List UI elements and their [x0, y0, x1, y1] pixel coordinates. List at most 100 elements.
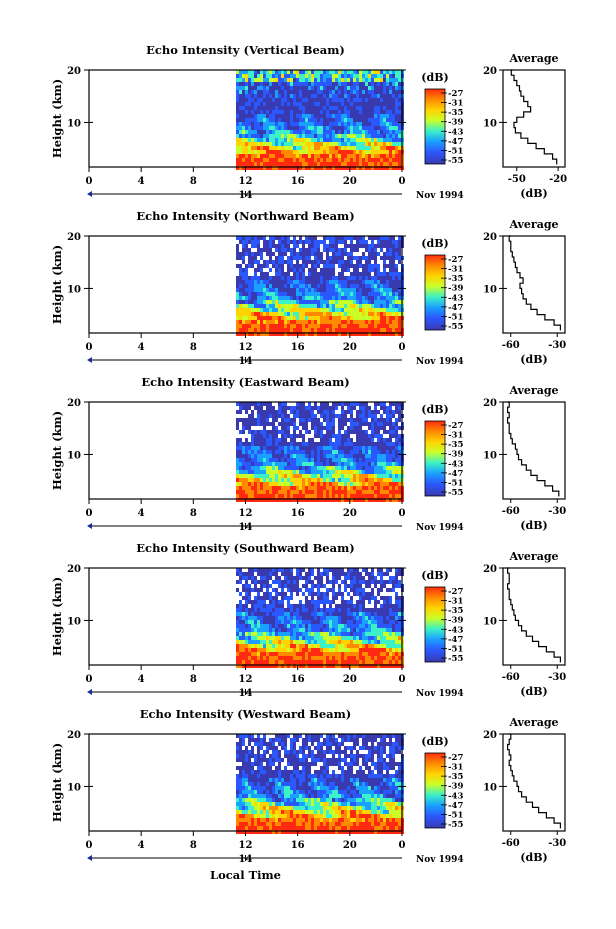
heatmap-cell [275, 332, 278, 336]
heatmap-cell [344, 572, 347, 576]
heatmap-cell [338, 426, 341, 430]
heatmap-cell [329, 632, 332, 636]
heatmap-cell [332, 664, 335, 668]
heatmap-cell [293, 126, 296, 130]
heatmap-cell [386, 288, 389, 292]
heatmap-cell [260, 612, 263, 616]
heatmap-cell [308, 470, 311, 474]
heatmap-cell [236, 458, 239, 462]
heatmap-cell [296, 146, 299, 150]
y-tick-label: 20 [67, 66, 81, 77]
heatmap-cell [290, 98, 293, 102]
heatmap-cell [389, 450, 392, 454]
heatmap-cell [389, 312, 392, 316]
heatmap-cell [344, 288, 347, 292]
heatmap-cell [257, 410, 260, 414]
heatmap-cell [302, 592, 305, 596]
heatmap-cell [335, 102, 338, 106]
heatmap-cell [308, 576, 311, 580]
heatmap-cell [272, 474, 275, 478]
heatmap-cell [329, 122, 332, 126]
heatmap-cell [254, 142, 257, 146]
heatmap-cell [323, 652, 326, 656]
heatmap-cell [239, 458, 242, 462]
heatmap-cell [269, 316, 272, 320]
average-x-label: (dB) [520, 187, 547, 200]
heatmap-cell [347, 94, 350, 98]
heatmap-cell [311, 284, 314, 288]
heatmap-cell [281, 146, 284, 150]
heatmap-cell [251, 652, 254, 656]
heatmap-cell [305, 236, 308, 240]
heatmap-cell [299, 134, 302, 138]
heatmap-cell [347, 430, 350, 434]
heatmap-cell [320, 628, 323, 632]
heatmap-cell [317, 572, 320, 576]
heatmap-cell [353, 166, 356, 170]
heatmap-cell [320, 70, 323, 74]
date-label: Nov 1994 [416, 357, 464, 367]
heatmap-cell [260, 308, 263, 312]
heatmap-cell [242, 166, 245, 170]
heatmap-cell [251, 434, 254, 438]
heatmap-cell [344, 458, 347, 462]
heatmap-cell [260, 644, 263, 648]
heatmap-cell [377, 90, 380, 94]
heatmap-cell [275, 130, 278, 134]
heatmap-cell [236, 130, 239, 134]
heatmap-cell [305, 466, 308, 470]
heatmap-cell [326, 402, 329, 406]
heatmap-cell [389, 248, 392, 252]
heatmap-cell [335, 612, 338, 616]
heatmap-cell [347, 490, 350, 494]
heatmap-cell [326, 474, 329, 478]
heatmap-cell [329, 70, 332, 74]
heatmap-cell [326, 296, 329, 300]
heatmap-cell [326, 332, 329, 336]
heatmap-cell [323, 134, 326, 138]
heatmap-cell [260, 616, 263, 620]
heatmap-cell [398, 150, 401, 154]
heatmap-cell [242, 604, 245, 608]
heatmap-cell [380, 70, 383, 74]
heatmap-cell [338, 280, 341, 284]
heatmap-cell [344, 292, 347, 296]
heatmap-cell [284, 134, 287, 138]
heatmap-cell [317, 478, 320, 482]
heatmap-cell [383, 94, 386, 98]
heatmap-cell [338, 490, 341, 494]
heatmap-cell [365, 494, 368, 498]
heatmap-cell [335, 86, 338, 90]
heatmap-cell [350, 316, 353, 320]
heatmap-cell [320, 414, 323, 418]
heatmap-cell [296, 486, 299, 490]
heatmap-cell [335, 106, 338, 110]
heatmap-cell [236, 482, 239, 486]
heatmap-cell [236, 244, 239, 248]
heatmap-cell [329, 114, 332, 118]
heatmap-cell [341, 268, 344, 272]
heatmap-cell [392, 252, 395, 256]
heatmap-cell [269, 130, 272, 134]
heatmap-cell [290, 316, 293, 320]
heatmap-cell [326, 470, 329, 474]
heatmap-cell [347, 466, 350, 470]
heatmap-cell [296, 584, 299, 588]
heatmap-cell [338, 256, 341, 260]
heatmap-cell [254, 320, 257, 324]
heatmap-cell [254, 442, 257, 446]
heatmap-cell [278, 236, 281, 240]
heatmap-cell [251, 450, 254, 454]
heatmap-cell [368, 426, 371, 430]
heatmap-cell [362, 414, 365, 418]
heatmap-cell [323, 466, 326, 470]
heatmap-cell [254, 308, 257, 312]
heatmap-cell [308, 652, 311, 656]
heatmap-cell [236, 166, 239, 170]
heatmap-cell [269, 74, 272, 78]
heatmap-cell [398, 78, 401, 82]
heatmap-cell [365, 98, 368, 102]
heatmap-cell [257, 280, 260, 284]
heatmap-cell [242, 584, 245, 588]
heatmap-cell [380, 130, 383, 134]
